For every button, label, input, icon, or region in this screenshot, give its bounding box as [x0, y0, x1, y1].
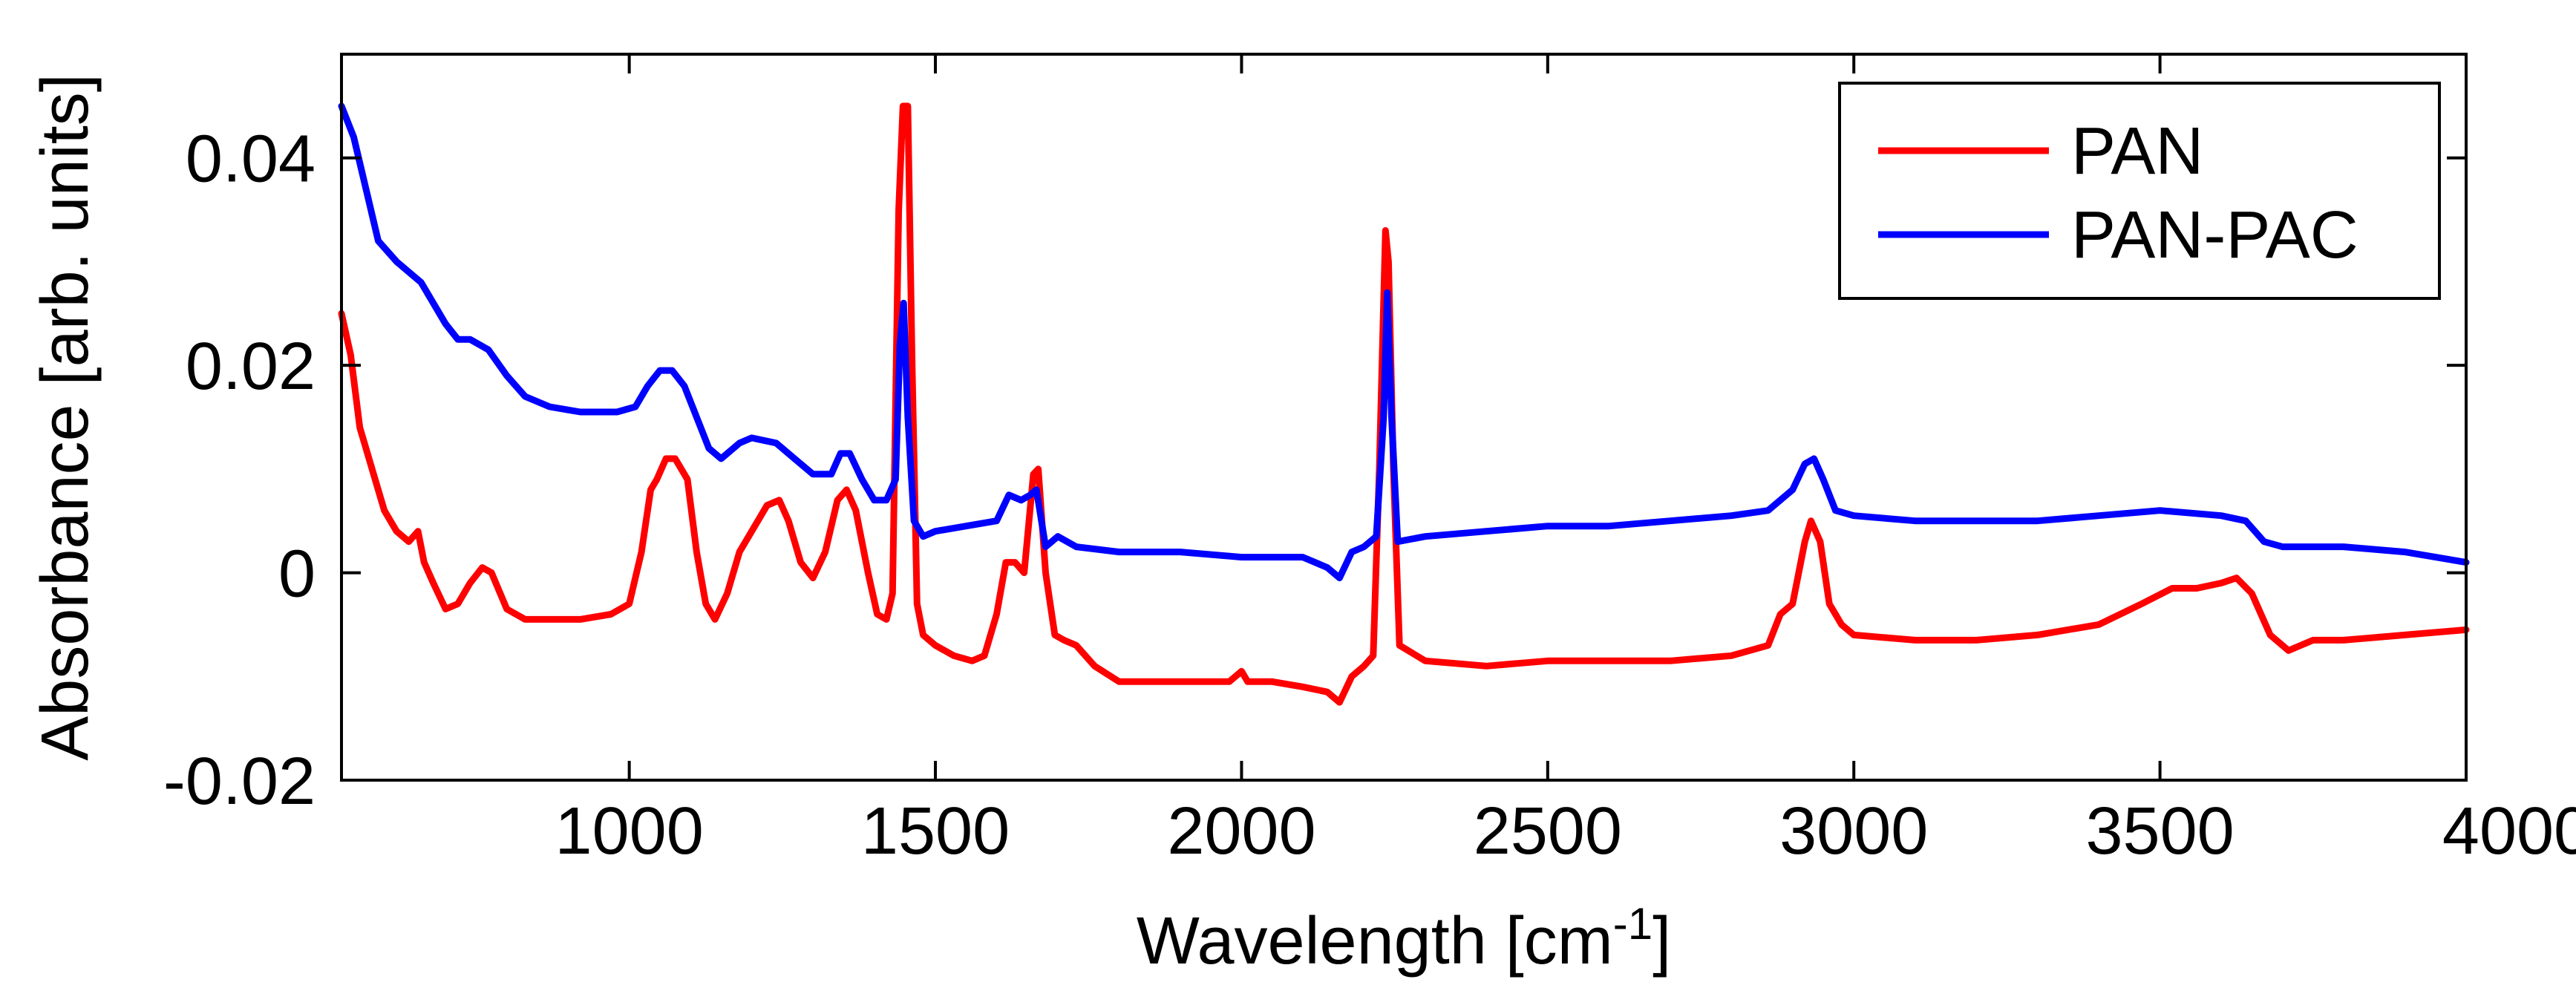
x-tick-label: 1500 — [861, 794, 1010, 868]
x-tick-label: 2000 — [1167, 794, 1315, 868]
y-tick-labels: -0.02 0 0.02 0.04 — [163, 122, 316, 819]
series-line-pan — [338, 102, 2470, 706]
x-axis-label-superscript: -1 — [1613, 899, 1653, 949]
plot-frame — [340, 53, 2468, 782]
legend-label-pan: PAN — [2071, 114, 2203, 189]
axis-ticks — [341, 54, 2468, 782]
legend: PAN PAN-PAC — [1838, 82, 2441, 300]
legend-box — [1838, 82, 2441, 300]
y-tick-label: 0.02 — [186, 330, 316, 404]
y-tick-label: 0 — [278, 537, 316, 612]
y-tick-label: -0.02 — [163, 745, 316, 819]
x-tick-labels: 1000 1500 2000 2500 3000 3500 4000 — [555, 794, 2576, 868]
series-line-pan-pac — [338, 102, 2470, 582]
x-axis-label: Wavelength [cm-1] — [1137, 899, 1671, 979]
x-tick-label: 3000 — [1779, 794, 1928, 868]
x-tick-label: 2500 — [1474, 794, 1622, 868]
x-tick-label: 3500 — [2085, 794, 2234, 868]
x-axis-label-suffix: ] — [1653, 904, 1671, 978]
y-axis-label: Absorbance [arb. units] — [28, 73, 102, 761]
x-tick-label: 4000 — [2442, 794, 2576, 868]
x-tick-label: 1000 — [555, 794, 704, 868]
series-lines — [338, 102, 2470, 706]
legend-label-pan-pac: PAN-PAC — [2071, 198, 2358, 272]
x-axis-label-main: Wavelength [cm — [1137, 904, 1613, 978]
y-tick-label: 0.04 — [186, 122, 316, 197]
